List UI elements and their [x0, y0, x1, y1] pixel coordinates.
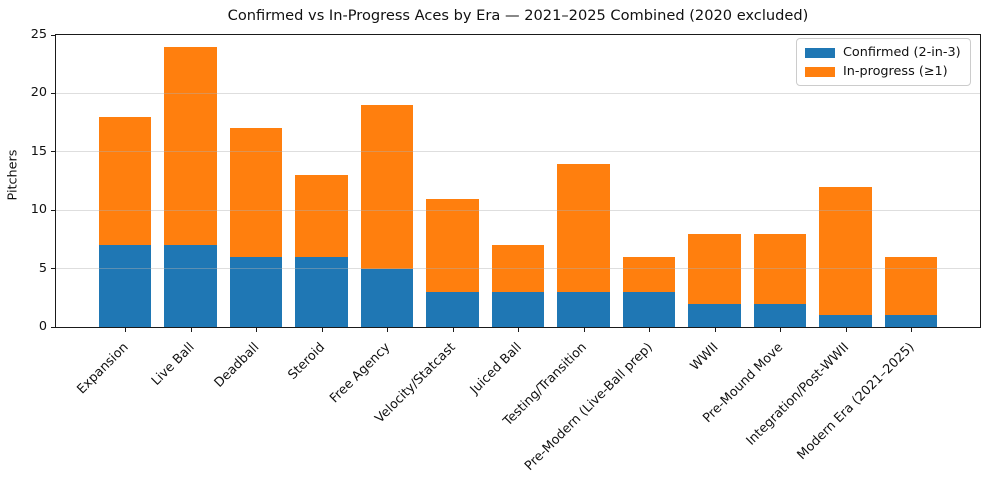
bar-segment-confirmed-11 [819, 315, 872, 327]
bar-segment-confirmed-4 [360, 268, 414, 327]
bar-segment-confirmed-8 [622, 291, 676, 327]
x-axis-tick [256, 328, 257, 332]
x-tick-label-12: Modern Era (2021–2025) [607, 336, 918, 463]
bar-segment-inprogress-7 [557, 163, 610, 292]
bar-segment-confirmed-1 [164, 245, 217, 327]
x-axis-tick [649, 328, 650, 332]
x-axis-tick [911, 328, 912, 332]
bar-segment-inprogress-9 [688, 233, 741, 304]
y-tick-label: 15 [30, 143, 47, 159]
x-axis-tick [190, 328, 192, 332]
x-tick-label-text: Modern Era (2021–2025) [794, 340, 918, 463]
y-tick-label: 25 [30, 27, 47, 42]
x-axis-tick [387, 328, 388, 332]
gridline [56, 209, 980, 211]
bar-segment-confirmed-5 [426, 291, 479, 327]
bar-segment-inprogress-4 [360, 105, 414, 269]
bar-segment-inprogress-2 [229, 128, 283, 257]
y-axis-tick [51, 151, 55, 153]
y-tick-label: 0 [38, 319, 47, 334]
chart-title: Confirmed vs In-Progress Aces by Era — 2… [227, 7, 809, 24]
bar-segment-inprogress-1 [164, 46, 217, 246]
bar-segment-inprogress-3 [295, 175, 348, 257]
legend-item-confirmed: Confirmed (2-in-3) [805, 45, 961, 60]
bar-segment-confirmed-6 [491, 291, 545, 327]
legend: Confirmed (2-in-3) In-progress (≥1) [796, 38, 971, 86]
y-tick-label: 10 [30, 202, 47, 218]
x-axis-tick [714, 328, 716, 332]
gridline [56, 268, 980, 270]
y-tick-label: 5 [38, 260, 47, 276]
y-axis-tick [51, 268, 55, 270]
legend-swatch-confirmed-icon [805, 47, 835, 58]
y-tick-label: 20 [30, 85, 47, 101]
gridline [56, 92, 980, 94]
x-axis-tick [583, 328, 585, 332]
bar-segment-inprogress-5 [426, 198, 479, 292]
bar-segment-inprogress-11 [819, 186, 872, 316]
y-axis-tick [51, 92, 55, 94]
x-axis-tick [518, 328, 519, 332]
bar-segment-confirmed-0 [98, 245, 152, 327]
bar-segment-inprogress-8 [622, 256, 676, 292]
bar-segment-confirmed-3 [295, 256, 348, 327]
x-axis-tick [452, 328, 454, 332]
bar-segment-inprogress-6 [491, 245, 545, 292]
legend-item-inprogress: In-progress (≥1) [805, 64, 961, 79]
bar-segment-inprogress-12 [884, 256, 938, 316]
bar-segment-confirmed-10 [753, 303, 807, 327]
x-axis-tick [321, 328, 323, 332]
bar-segment-confirmed-2 [229, 256, 283, 327]
bar-segment-confirmed-12 [884, 315, 938, 327]
x-axis-tick [780, 328, 781, 332]
legend-label-confirmed: Confirmed (2-in-3) [843, 45, 961, 60]
y-axis-tick [51, 209, 55, 211]
gridline [56, 151, 980, 153]
bar-segment-confirmed-7 [557, 291, 610, 327]
y-axis-tick [51, 326, 55, 328]
legend-label-inprogress: In-progress (≥1) [843, 64, 948, 79]
x-tick-label-text: Pre-Modern (Live-Ball prep) [521, 340, 656, 474]
x-axis-tick [845, 328, 847, 332]
y-axis-tick [51, 34, 55, 36]
x-axis-tick [125, 328, 126, 332]
legend-swatch-inprogress-icon [805, 66, 835, 77]
bar-segment-inprogress-10 [753, 233, 807, 304]
bar-segment-inprogress-0 [98, 116, 152, 246]
bar-segment-confirmed-9 [688, 303, 741, 327]
